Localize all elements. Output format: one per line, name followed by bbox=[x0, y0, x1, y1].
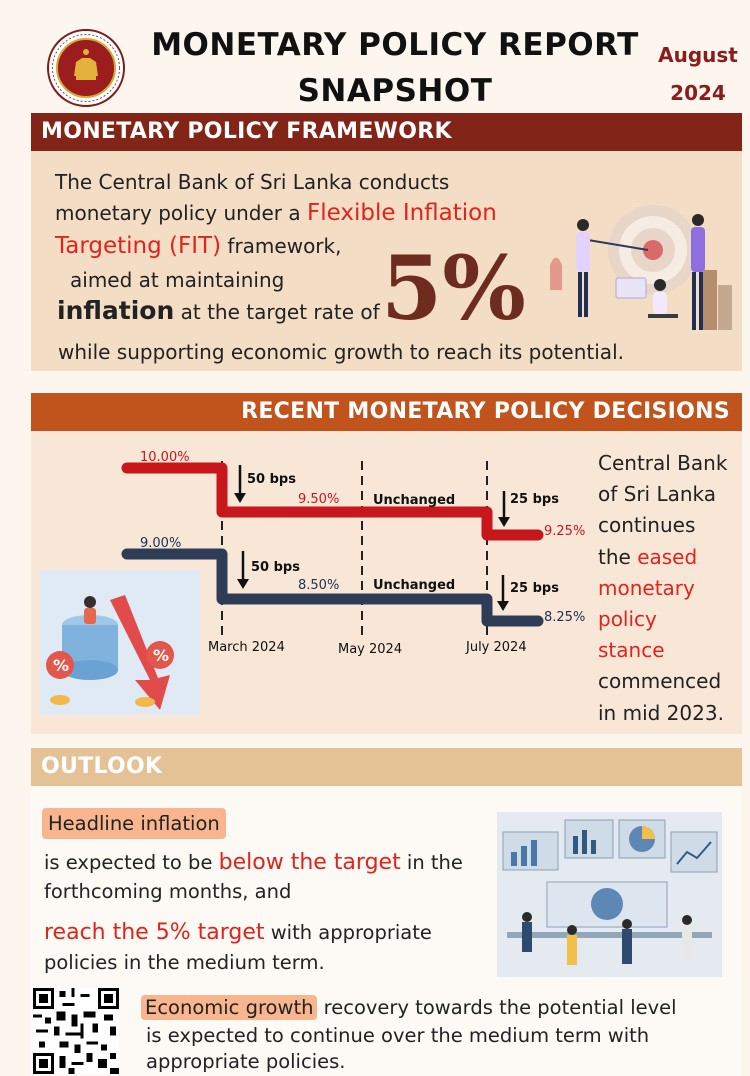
framework-heading: MONETARY POLICY FRAMEWORK bbox=[31, 113, 742, 151]
fit-highlight-2: Targeting (FIT) bbox=[55, 233, 222, 259]
upper-rate-step-line bbox=[121, 462, 544, 541]
outlook-p2-line-1: reach the 5% target with appropriate bbox=[44, 920, 432, 945]
outlook-p1-line-1: is expected to be below the target in th… bbox=[44, 850, 463, 875]
may-unchanged-upper: Unchanged bbox=[373, 493, 455, 508]
outlook-p3-suffix: recovery towards the potential level bbox=[317, 996, 677, 1019]
framework-line-2: monetary policy under a Flexible Inflati… bbox=[55, 200, 497, 226]
july-cut-lower: 25 bps bbox=[510, 581, 559, 596]
down-arrow-icon bbox=[237, 579, 249, 589]
qr-code[interactable] bbox=[33, 988, 119, 1074]
summary-line-2: of Sri Lanka bbox=[598, 482, 717, 507]
framework-line-1: The Central Bank of Sri Lanka conducts bbox=[55, 170, 450, 194]
decisions-summary: Central Bank of Sri Lanka continues the … bbox=[598, 448, 738, 729]
outlook-p1-prefix: is expected to be bbox=[44, 851, 219, 874]
lower-rate-step-line bbox=[121, 548, 544, 627]
below-target-highlight: below the target bbox=[218, 850, 401, 875]
rate-cut-illustration: % % bbox=[40, 570, 200, 715]
x-tick-july: July 2024 bbox=[465, 640, 527, 655]
summary-line-8: commenced bbox=[598, 669, 722, 694]
economic-growth-badge: Economic growth bbox=[141, 995, 318, 1020]
headline-inflation-badge: Headline inflation bbox=[42, 808, 226, 839]
summary-line-6: policy bbox=[598, 607, 657, 632]
outlook-p3-line-2: is expected to continue over the medium … bbox=[146, 1024, 650, 1047]
lower-rate-label-start: 9.00% bbox=[140, 536, 181, 551]
upper-rate-label-march: 9.50% bbox=[298, 492, 339, 507]
framework-line-3: Targeting (FIT) framework, bbox=[55, 233, 341, 259]
down-arrow-icon bbox=[497, 601, 509, 611]
target-team-illustration bbox=[550, 205, 732, 330]
outlook-p3-line-1: Economic growth recovery towards the pot… bbox=[141, 995, 677, 1020]
lower-rate-label-march: 8.50% bbox=[298, 578, 339, 593]
july-cut-upper: 25 bps bbox=[510, 492, 559, 507]
framework-line-4: aimed at maintaining bbox=[70, 268, 285, 292]
inflation-bold: inflation bbox=[57, 296, 175, 325]
summary-line-5: monetary bbox=[598, 575, 695, 600]
x-tick-march: March 2024 bbox=[208, 640, 285, 655]
report-date: August 2024 bbox=[648, 36, 748, 112]
outlook-p2-suffix: with appropriate bbox=[264, 921, 432, 944]
framework-line-6: while supporting economic growth to reac… bbox=[58, 340, 624, 364]
framework-line-5: inflation at the target rate of bbox=[57, 296, 380, 325]
headline-inflation-label: Headline inflation bbox=[42, 808, 226, 839]
report-year: 2024 bbox=[670, 81, 726, 105]
framework-line-3-text: framework, bbox=[221, 234, 342, 258]
outlook-p1-line-2: forthcoming months, and bbox=[44, 880, 292, 903]
outlook-p2-line-2: policies in the medium term. bbox=[44, 951, 325, 974]
may-unchanged-lower: Unchanged bbox=[373, 578, 455, 593]
data-analytics-illustration bbox=[497, 812, 722, 977]
fit-highlight: Flexible Inflation bbox=[307, 200, 497, 226]
down-arrow-icon bbox=[498, 517, 510, 527]
summary-line-9: in mid 2023. bbox=[598, 700, 724, 725]
down-arrow-icon bbox=[234, 493, 246, 503]
summary-line-4-text: the bbox=[598, 544, 638, 569]
central-bank-seal-logo bbox=[47, 29, 125, 107]
summary-line-1: Central Bank bbox=[598, 451, 728, 475]
svg-text:%: % bbox=[153, 646, 169, 665]
upper-rate-label-july: 9.25% bbox=[544, 524, 585, 539]
decisions-heading: RECENT MONETARY POLICY DECISIONS bbox=[31, 393, 742, 431]
policy-rate-chart: 10.00% 9.50% 9.25% 9.00% 8.50% 8.25% 50 … bbox=[121, 450, 585, 657]
inflation-target-figure: 5% bbox=[381, 236, 526, 340]
march-cut-upper: 50 bps bbox=[247, 472, 296, 487]
upper-rate-label-start: 10.00% bbox=[140, 450, 190, 465]
summary-line-7: stance bbox=[598, 638, 665, 663]
outlook-heading: OUTLOOK bbox=[31, 748, 742, 786]
framework-line-2-text: monetary policy under a bbox=[55, 201, 307, 225]
x-tick-may: May 2024 bbox=[338, 642, 402, 657]
outlook-p1-suffix: in the bbox=[400, 851, 463, 874]
report-month: August bbox=[658, 43, 738, 67]
title-line-2: SNAPSHOT bbox=[297, 73, 493, 109]
march-cut-lower: 50 bps bbox=[251, 560, 300, 575]
lower-rate-label-july: 8.25% bbox=[544, 610, 585, 625]
svg-text:%: % bbox=[53, 656, 69, 675]
title-line-1: MONETARY POLICY REPORT bbox=[151, 27, 639, 63]
summary-eased: eased bbox=[637, 544, 698, 569]
summary-line-4: the eased bbox=[598, 542, 738, 573]
outlook-p3-line-3: appropriate policies. bbox=[146, 1050, 346, 1073]
framework-line-5-text: at the target rate of bbox=[174, 300, 380, 324]
page-title: MONETARY POLICY REPORT SNAPSHOT bbox=[130, 22, 660, 114]
summary-line-3: continues bbox=[598, 513, 696, 538]
reach-target-highlight: reach the 5% target bbox=[44, 920, 265, 945]
